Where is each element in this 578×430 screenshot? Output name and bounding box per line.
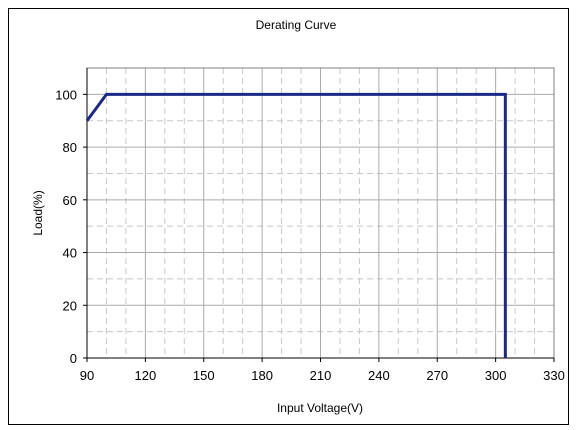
- series: [85, 92, 507, 358]
- y-tick-label: 20: [63, 298, 77, 313]
- x-tick-label: 180: [251, 368, 273, 383]
- x-tick-label: 210: [310, 368, 332, 383]
- y-tick-label: 60: [63, 193, 77, 208]
- y-tick-label: 40: [63, 246, 77, 261]
- y-tick-label: 100: [55, 87, 77, 102]
- x-tick-label: 270: [426, 368, 448, 383]
- x-tick-label: 150: [193, 368, 215, 383]
- chart-title: Derating Curve: [256, 18, 337, 32]
- x-tick-label: 240: [368, 368, 390, 383]
- y-tick-label: 0: [70, 351, 77, 366]
- y-tick-label: 80: [63, 140, 77, 155]
- x-tick-label: 90: [80, 368, 94, 383]
- series-line: [85, 92, 507, 358]
- y-axis-label: Load(%): [31, 190, 45, 235]
- x-tick-label: 330: [543, 368, 565, 383]
- x-axis-label: Input Voltage(V): [277, 401, 363, 415]
- x-tick-label: 300: [485, 368, 507, 383]
- outer-border: [8, 8, 569, 425]
- axis-ticks: 90 120 150 180 210 240 270 300 330 0 20 40 60 80 100: [55, 87, 565, 383]
- x-tick-label: 120: [135, 368, 157, 383]
